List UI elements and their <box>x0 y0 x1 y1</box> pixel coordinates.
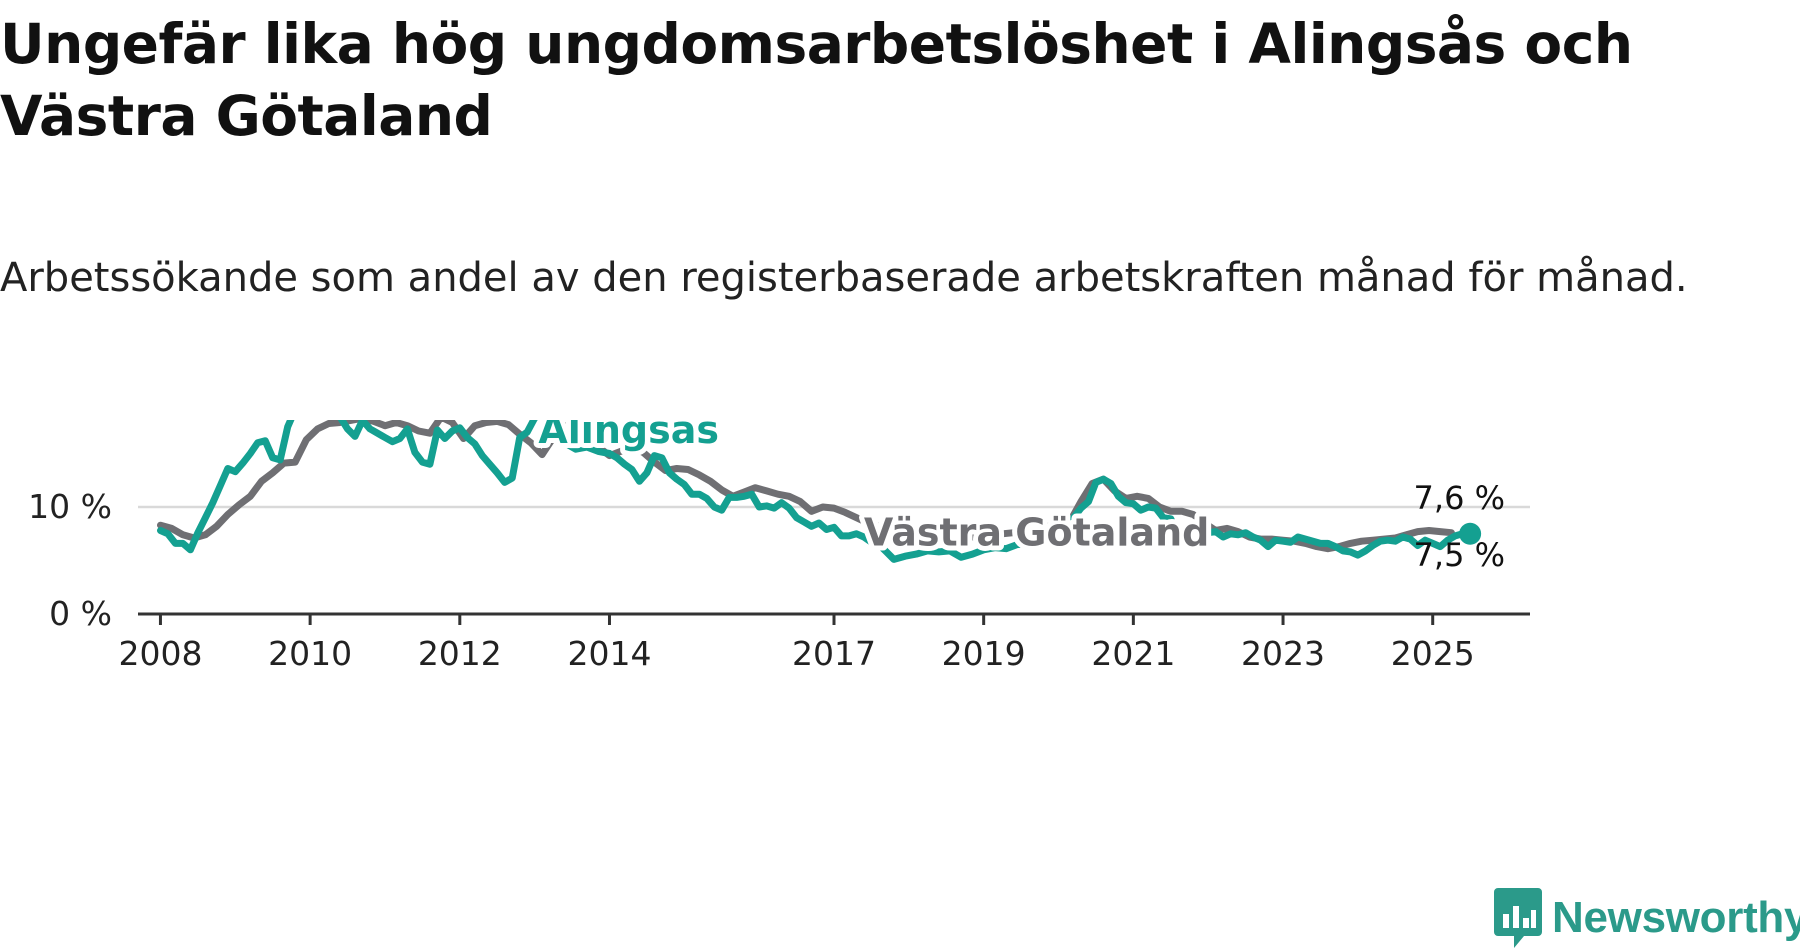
chart-subtitle: Arbetssökande som andel av den registerb… <box>0 255 1688 301</box>
brand-name: Newsworthy <box>1552 893 1800 942</box>
series-labels: Alingsås Västra Götaland 7,6 % 7,5 % <box>533 420 1505 574</box>
y-tick-label: 10 % <box>28 487 112 526</box>
line-chart: 0 %10 %20 % 2008201020122014201720192021… <box>28 420 1530 673</box>
series-line-alingsas <box>157 420 1474 563</box>
x-tick-label: 2008 <box>118 634 202 673</box>
series-label: Västra Götaland <box>864 511 1209 555</box>
x-tick-label: 2023 <box>1241 634 1325 673</box>
series-label: Alingsås <box>538 420 719 452</box>
chart-title: Ungefär lika hög ungdomsarbetslöshet i A… <box>0 12 1633 148</box>
x-tick-label: 2025 <box>1391 634 1475 673</box>
end-value-label: 7,6 % <box>1414 479 1505 517</box>
brand-logo: Newsworthy <box>1494 888 1800 948</box>
x-tick-label: 2014 <box>567 634 651 673</box>
x-tick-label: 2010 <box>268 634 352 673</box>
y-axis-ticks: 0 %10 %20 % <box>28 487 112 633</box>
end-value-label: 7,5 % <box>1414 536 1505 574</box>
x-tick-label: 2019 <box>942 634 1026 673</box>
y-tick-label: 0 % <box>49 594 112 633</box>
x-tick-label: 2012 <box>418 634 502 673</box>
end-point-marker <box>1459 522 1482 545</box>
newsworthy-logo-icon <box>1494 888 1542 948</box>
x-axis-ticks: 2008 2010 2012 2014 2017 2019 2021 2023 2025 <box>118 614 1475 673</box>
series-lines <box>157 420 1482 563</box>
x-tick-label: 2017 <box>792 634 876 673</box>
x-tick-label: 2021 <box>1091 634 1175 673</box>
